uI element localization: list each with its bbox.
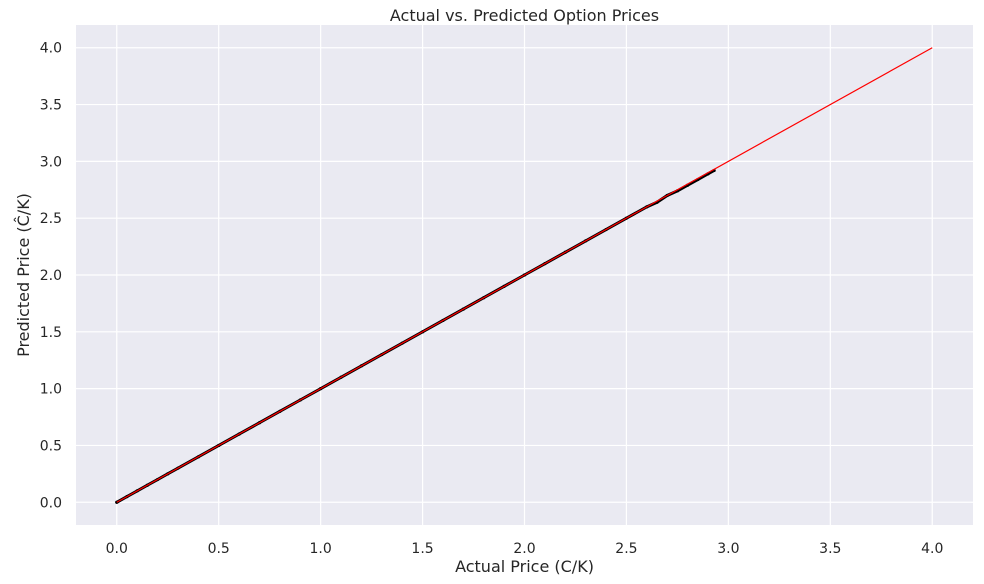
- y-tick-label: 0.0: [40, 495, 62, 511]
- y-axis-label: Predicted Price (Ĉ/K): [14, 193, 33, 357]
- y-tick-label: 1.0: [40, 382, 62, 398]
- y-tick-label: 4.0: [40, 41, 62, 57]
- x-tick-label: 1.5: [411, 541, 433, 557]
- x-tick-label: 4.0: [921, 541, 943, 557]
- x-tick-labels: 0.0 0.5 1.0 1.5 2.0 2.5 3.0 3.5 4.0: [106, 541, 944, 557]
- x-tick-label: 2.5: [615, 541, 637, 557]
- x-tick-label: 3.5: [819, 541, 841, 557]
- y-tick-label: 2.0: [40, 268, 62, 284]
- reference-line: [116, 47, 933, 503]
- y-tick-label: 3.0: [40, 154, 62, 170]
- y-tick-label: 2.5: [40, 211, 62, 227]
- x-tick-label: 0.5: [208, 541, 230, 557]
- y-tick-label: 0.5: [40, 438, 62, 454]
- y-tick-label: 1.5: [40, 325, 62, 341]
- x-axis-label: Actual Price (C/K): [455, 557, 594, 576]
- x-tick-label: 2.0: [513, 541, 535, 557]
- x-tick-label: 0.0: [106, 541, 128, 557]
- x-tick-label: 3.0: [717, 541, 739, 557]
- chart-title: Actual vs. Predicted Option Prices: [390, 6, 659, 25]
- y-tick-label: 3.5: [40, 98, 62, 114]
- y-tick-labels: 0.0 0.5 1.0 1.5 2.0 2.5 3.0 3.5 4.0: [40, 41, 62, 512]
- x-tick-label: 1.0: [310, 541, 332, 557]
- data-marks: [115, 47, 933, 504]
